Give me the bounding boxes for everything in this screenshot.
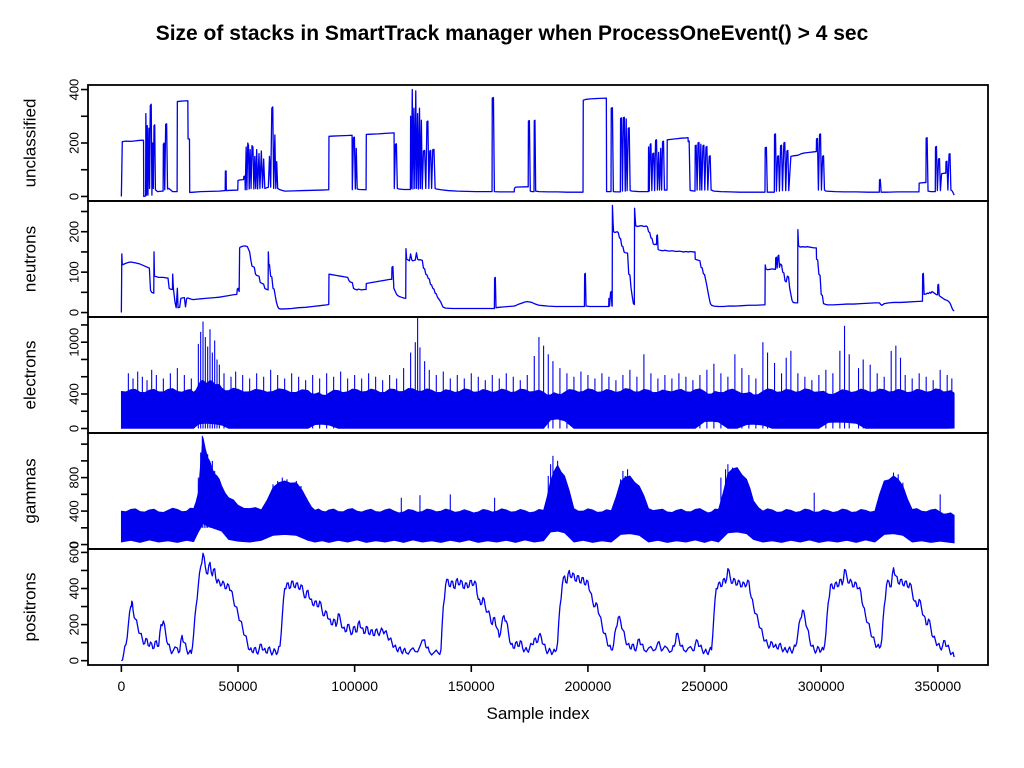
x-tick-label: 250000 [681,678,728,694]
panel-label-unclassified: unclassified [21,99,40,188]
panel-box-unclassified [87,84,989,202]
x-axis-label: Sample index [486,704,590,723]
series-line-neutrons [120,204,955,313]
x-tick-label: 150000 [448,678,495,694]
y-tick-label-neutrons: 100 [67,261,82,283]
series-band-gammas [120,437,955,544]
y-tick-label-electrons: 0 [67,425,82,432]
x-tick-label: 0 [117,678,125,694]
y-tick-label-positrons: 0 [67,657,82,664]
y-tick-label-neutrons: 200 [67,221,82,243]
panel-label-neutrons: neutrons [21,226,40,292]
y-tick-label-gammas: 0 [67,541,82,548]
y-tick-label-electrons: 400 [67,383,82,405]
x-tick-label: 350000 [914,678,961,694]
y-tick-label-positrons: 600 [67,542,82,564]
panel-label-positrons: positrons [21,573,40,642]
y-tick-label-positrons: 200 [67,614,82,636]
y-tick-label-gammas: 800 [67,467,82,489]
x-tick-label: 300000 [798,678,845,694]
y-tick-label-neutrons: 0 [67,309,82,316]
series-band-electrons [120,379,955,429]
panel-label-electrons: electrons [21,341,40,410]
y-tick-label-unclassified: 400 [67,79,82,101]
y-tick-label-gammas: 400 [67,500,82,522]
panel-box-neutrons [87,200,989,318]
y-tick-label-unclassified: 0 [67,193,82,200]
x-tick-label: 50000 [219,678,258,694]
chart-title: Size of stacks in SmartTrack manager whe… [155,22,869,45]
panel-label-gammas: gammas [21,458,40,523]
y-tick-label-electrons: 1000 [67,328,82,357]
x-tick-label: 100000 [331,678,378,694]
series-line-unclassified [120,88,955,198]
x-tick-label: 200000 [565,678,612,694]
y-tick-label-unclassified: 200 [67,132,82,154]
y-tick-label-positrons: 400 [67,578,82,600]
series-line-positrons [121,552,955,662]
panel-box-positrons [87,548,989,666]
